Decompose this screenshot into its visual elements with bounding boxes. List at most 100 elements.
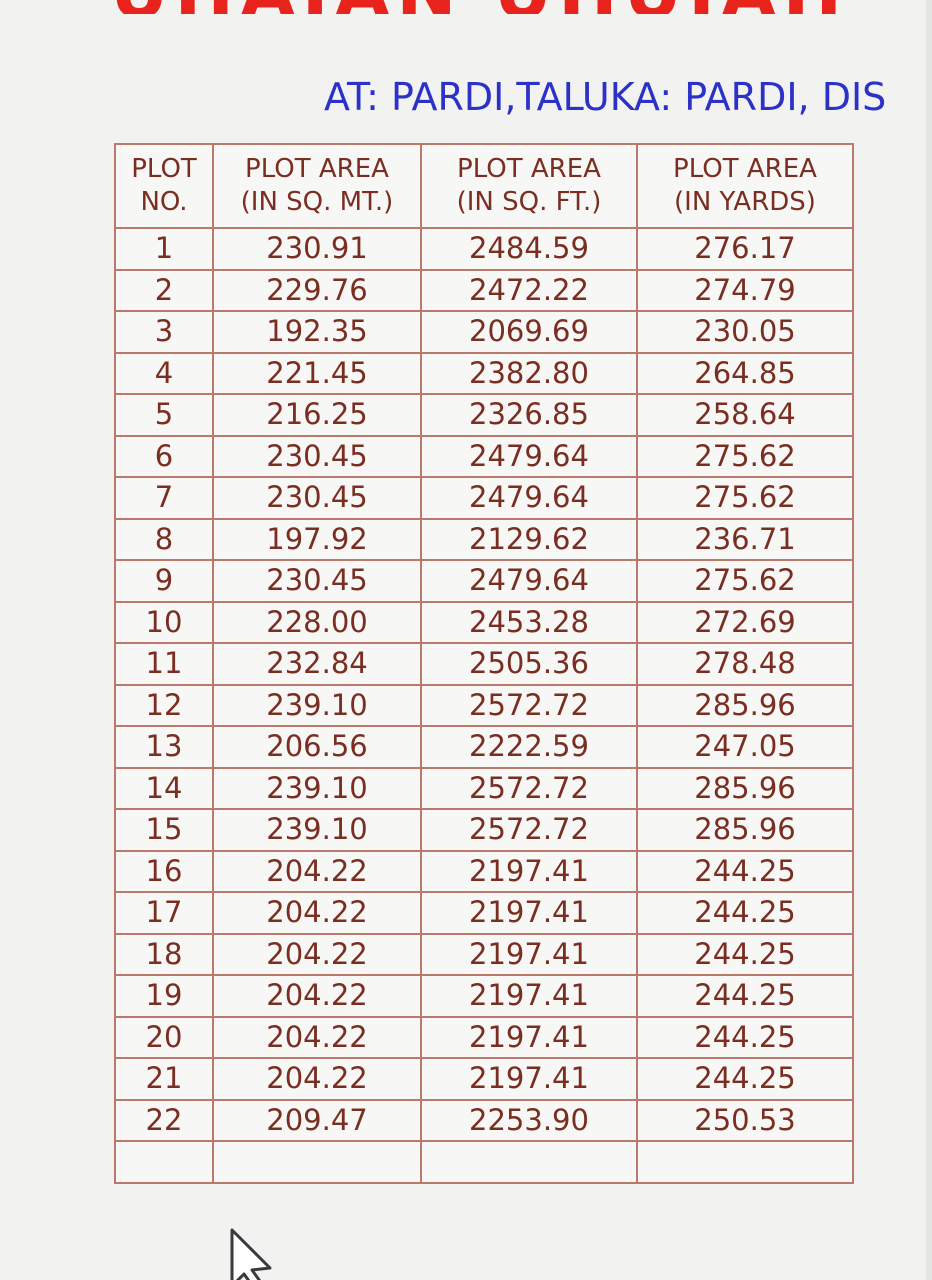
table-row: 10 228.00 2453.28 272.69	[114, 600, 854, 644]
empty-cell	[114, 1140, 214, 1184]
area-sq-ft-cell: 2479.64	[420, 434, 638, 478]
area-sq-mt-cell: 239.10	[212, 766, 422, 810]
header-line: PLOT AREA	[245, 154, 389, 184]
area-sq-mt-cell: 230.45	[212, 476, 422, 520]
plot-no-cell: 11	[114, 642, 214, 686]
area-sq-ft-cell: 2572.72	[420, 808, 638, 852]
page-edge	[926, 0, 932, 1280]
table-row: 14 239.10 2572.72 285.96	[114, 766, 854, 810]
table-row: 2 229.76 2472.22 274.79	[114, 268, 854, 312]
header-line: (IN YARDS)	[674, 187, 816, 217]
plot-no-cell: 16	[114, 849, 214, 893]
area-sq-mt-cell: 230.91	[212, 227, 422, 271]
area-sq-mt-cell: 209.47	[212, 1098, 422, 1142]
plot-no-cell: 10	[114, 600, 214, 644]
area-sq-ft-cell: 2326.85	[420, 393, 638, 437]
area-sq-ft-cell: 2197.41	[420, 1015, 638, 1059]
area-sq-ft-cell: 2197.41	[420, 849, 638, 893]
plot-no-cell: 4	[114, 351, 214, 395]
area-sq-ft-cell: 2479.64	[420, 476, 638, 520]
area-sq-ft-cell: 2197.41	[420, 1057, 638, 1101]
area-yards-cell: 285.96	[636, 683, 854, 727]
area-sq-mt-cell: 197.92	[212, 517, 422, 561]
table-row: 12 239.10 2572.72 285.96	[114, 683, 854, 727]
table-row: 21 204.22 2197.41 244.25	[114, 1057, 854, 1101]
header-line: PLOT	[131, 154, 197, 184]
empty-cell	[636, 1140, 854, 1184]
table-row: 4 221.45 2382.80 264.85	[114, 351, 854, 395]
area-yards-cell: 275.62	[636, 434, 854, 478]
area-yards-cell: 274.79	[636, 268, 854, 312]
table-row: 19 204.22 2197.41 244.25	[114, 974, 854, 1018]
plot-no-cell: 22	[114, 1098, 214, 1142]
plot-no-cell: 17	[114, 891, 214, 935]
table-row: 1 230.91 2484.59 276.17	[114, 227, 854, 271]
area-sq-mt-cell: 230.45	[212, 434, 422, 478]
area-yards-cell: 258.64	[636, 393, 854, 437]
plot-no-cell: 12	[114, 683, 214, 727]
mouse-pointer-icon	[230, 1228, 272, 1280]
area-sq-mt-cell: 229.76	[212, 268, 422, 312]
area-sq-ft-cell: 2472.22	[420, 268, 638, 312]
plot-no-cell: 3	[114, 310, 214, 354]
area-yards-cell: 247.05	[636, 725, 854, 769]
plot-no-cell: 7	[114, 476, 214, 520]
plot-no-cell: 19	[114, 974, 214, 1018]
area-sq-ft-cell: 2069.69	[420, 310, 638, 354]
table-body: 1 230.91 2484.59 276.17 2 229.76 2472.22 274.79…	[114, 227, 854, 1184]
area-sq-mt-cell: 221.45	[212, 351, 422, 395]
area-sq-mt-cell: 192.35	[212, 310, 422, 354]
area-yards-cell: 244.25	[636, 974, 854, 1018]
area-sq-mt-cell: 216.25	[212, 393, 422, 437]
header-line: (IN SQ. FT.)	[456, 187, 602, 217]
area-sq-mt-cell: 204.22	[212, 1057, 422, 1101]
header-line: PLOT AREA	[673, 154, 817, 184]
plot-no-cell: 21	[114, 1057, 214, 1101]
area-yards-cell: 278.48	[636, 642, 854, 686]
area-sq-mt-cell: 239.10	[212, 808, 422, 852]
table-header: PLOT NO. PLOT AREA (IN SQ. MT.) PLOT AREA (IN…	[114, 143, 854, 229]
plot-no-cell: 14	[114, 766, 214, 810]
header-line: NO.	[140, 187, 188, 217]
area-sq-mt-cell: 204.22	[212, 932, 422, 976]
area-sq-mt-cell: 239.10	[212, 683, 422, 727]
table-row: 3 192.35 2069.69 230.05	[114, 310, 854, 354]
area-sq-mt-cell: 204.22	[212, 849, 422, 893]
plot-no-cell: 20	[114, 1015, 214, 1059]
area-sq-mt-cell: 228.00	[212, 600, 422, 644]
plot-area-table: PLOT NO. PLOT AREA (IN SQ. MT.) PLOT AREA (IN…	[114, 143, 854, 1184]
table-row: 7 230.45 2479.64 275.62	[114, 476, 854, 520]
empty-cell	[420, 1140, 638, 1184]
plot-no-cell: 5	[114, 393, 214, 437]
area-sq-ft-cell: 2479.64	[420, 559, 638, 603]
area-yards-cell: 276.17	[636, 227, 854, 271]
area-yards-cell: 272.69	[636, 600, 854, 644]
plot-no-cell: 9	[114, 559, 214, 603]
table-row: 6 230.45 2479.64 275.62	[114, 434, 854, 478]
plot-no-cell: 8	[114, 517, 214, 561]
area-sq-ft-cell: 2197.41	[420, 932, 638, 976]
header-plot-no: PLOT NO.	[114, 143, 214, 229]
area-sq-mt-cell: 204.22	[212, 1015, 422, 1059]
location-subtitle: AT: PARDI,TALUKA: PARDI, DIS	[324, 75, 887, 119]
area-sq-ft-cell: 2129.62	[420, 517, 638, 561]
area-yards-cell: 244.25	[636, 1057, 854, 1101]
table-row: 20 204.22 2197.41 244.25	[114, 1015, 854, 1059]
area-sq-ft-cell: 2382.80	[420, 351, 638, 395]
area-sq-ft-cell: 2572.72	[420, 766, 638, 810]
table-row: 17 204.22 2197.41 244.25	[114, 891, 854, 935]
area-yards-cell: 285.96	[636, 808, 854, 852]
area-sq-mt-cell: 232.84	[212, 642, 422, 686]
table-row: 5 216.25 2326.85 258.64	[114, 393, 854, 437]
table-row: 15 239.10 2572.72 285.96	[114, 808, 854, 852]
table-row: 13 206.56 2222.59 247.05	[114, 725, 854, 769]
area-yards-cell: 264.85	[636, 351, 854, 395]
area-yards-cell: 244.25	[636, 1015, 854, 1059]
table-row: 22 209.47 2253.90 250.53	[114, 1098, 854, 1142]
area-yards-cell: 236.71	[636, 517, 854, 561]
table-row: 8 197.92 2129.62 236.71	[114, 517, 854, 561]
area-sq-ft-cell: 2197.41	[420, 891, 638, 935]
area-yards-cell: 285.96	[636, 766, 854, 810]
area-yards-cell: 230.05	[636, 310, 854, 354]
